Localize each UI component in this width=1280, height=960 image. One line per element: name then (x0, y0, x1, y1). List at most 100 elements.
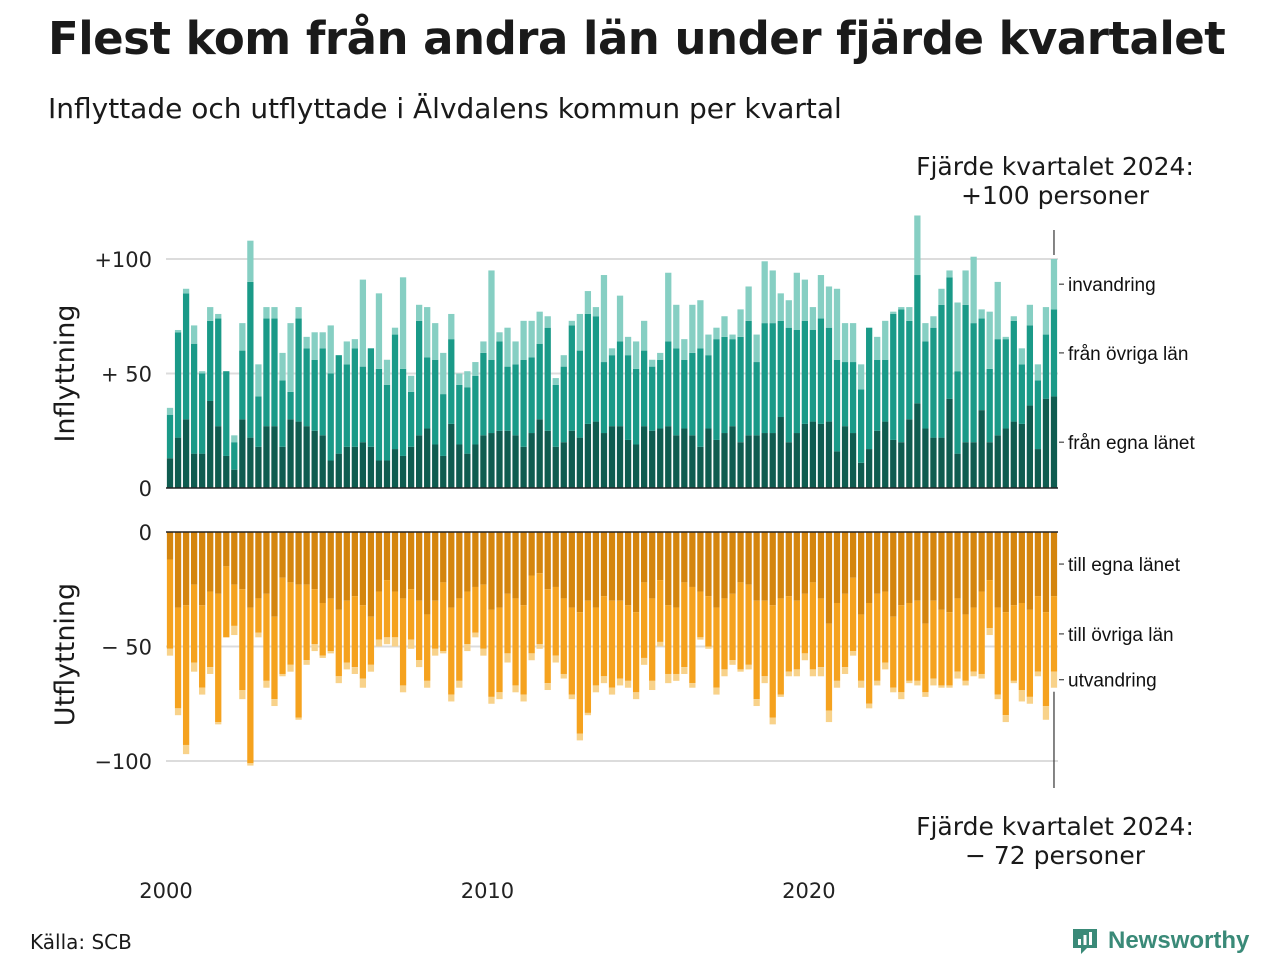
inflow-bar (994, 435, 1001, 488)
inflow-bar (432, 359, 439, 445)
inflow-bar (271, 307, 278, 319)
outflow-bar (930, 600, 937, 679)
outflow-bar (592, 607, 600, 686)
inflow-bar (279, 352, 286, 381)
outflow-bar (464, 644, 471, 652)
outflow-bar (978, 591, 985, 674)
outflow-bar (761, 532, 768, 601)
outflow-bar (866, 703, 873, 709)
outflow-bar (705, 596, 712, 647)
outflow-bar (448, 607, 455, 695)
outflow-bar (295, 717, 302, 720)
outflow-bar (673, 673, 680, 681)
inflow-bar (825, 327, 833, 422)
inflow-bar (866, 449, 873, 488)
inflow-bar (665, 426, 672, 488)
inflow-bar (857, 389, 865, 463)
outflow-bar (608, 600, 616, 688)
inflow-bar (809, 421, 817, 488)
outflow-bar (616, 532, 624, 601)
inflow-bar (833, 359, 841, 452)
inflow-bar (970, 256, 977, 324)
inflow-bar (472, 444, 479, 488)
chart-title: Flest kom från andra län under fjärde kv… (48, 12, 1226, 65)
outflow-bar (890, 687, 897, 693)
outflow-bar (287, 532, 294, 583)
outflow-bar (962, 532, 969, 615)
inflow-bar (657, 352, 664, 360)
outflow-bar (761, 600, 768, 677)
inflow-bar (681, 339, 688, 360)
outflow-bar (343, 662, 350, 670)
outflow-bar (504, 593, 511, 654)
outflow-bar (416, 660, 423, 668)
outflow-bar (890, 532, 897, 617)
outflow-bar (737, 669, 744, 672)
inflow-bar (1042, 398, 1050, 488)
inflow-bar (817, 318, 825, 424)
outflow-bar (657, 580, 664, 642)
outflow-bar (1026, 532, 1034, 610)
outflow-bar (399, 598, 407, 686)
outflow-bar (239, 589, 246, 691)
outflow-bar (199, 687, 206, 695)
inflow-annotation: Fjärde kvartalet 2024: (916, 152, 1194, 181)
inflow-bar (287, 391, 294, 420)
inflow-bar (255, 396, 262, 447)
inflow-annotation: +100 personer (961, 181, 1150, 210)
outflow-bar (809, 669, 817, 677)
inflow-bar (391, 449, 399, 488)
outflow-bar (174, 532, 182, 608)
inflow-bar (1002, 339, 1009, 429)
inflow-bar (705, 334, 712, 356)
outflow-bar (367, 664, 375, 672)
outflow-annotation: − 72 personer (965, 841, 1146, 870)
outflow-bar (769, 717, 776, 725)
inflow-bar (231, 442, 238, 470)
outflow-bar (544, 532, 551, 590)
inflow-bar (1018, 423, 1025, 488)
outflow-bar (857, 680, 865, 688)
outflow-bar (512, 598, 519, 686)
inflow-bar (649, 359, 656, 367)
inflow-bar (488, 433, 495, 488)
outflow-bar (624, 605, 632, 681)
inflow-bar (649, 366, 656, 431)
outflow-series-label: utvandring (1068, 671, 1157, 692)
inflow-bar (568, 430, 575, 488)
outflow-bar (986, 580, 993, 629)
inflow-bar (657, 359, 664, 429)
outflow-bar (255, 632, 262, 638)
inflow-bar (769, 323, 776, 434)
inflow-bar (327, 460, 334, 488)
inflow-bar (665, 341, 672, 427)
outflow-bar (673, 532, 680, 608)
outflow-bar (287, 664, 294, 672)
outflow-bar (649, 598, 656, 681)
outflow-bar (512, 532, 519, 599)
inflow-bar (416, 435, 423, 488)
outflow-bar (978, 673, 985, 679)
outflow-bar (841, 532, 849, 594)
inflow-bar (407, 446, 415, 488)
outflow-bar (416, 532, 423, 601)
outflow-bar (375, 591, 383, 640)
inflow-bar (464, 387, 471, 454)
x-tick-label: 2020 (782, 879, 835, 903)
inflow-bar (616, 341, 624, 427)
outflow-bar (456, 680, 463, 688)
brand-logo: Newsworthy (1070, 926, 1249, 956)
outflow-annotation: Fjärde kvartalet 2024: (916, 812, 1194, 841)
outflow-bar (1010, 680, 1017, 684)
inflow-bar (223, 371, 230, 456)
inflow-bar (247, 281, 254, 438)
inflow-bar (432, 444, 439, 488)
inflow-bar (303, 348, 310, 427)
outflow-bar (1050, 671, 1058, 688)
outflow-bar (383, 580, 391, 638)
inflow-bar (753, 334, 760, 363)
outflow-bar (174, 607, 182, 709)
inflow-bar (223, 455, 230, 488)
inflow-bar (416, 304, 423, 321)
inflow-bar (239, 323, 246, 351)
